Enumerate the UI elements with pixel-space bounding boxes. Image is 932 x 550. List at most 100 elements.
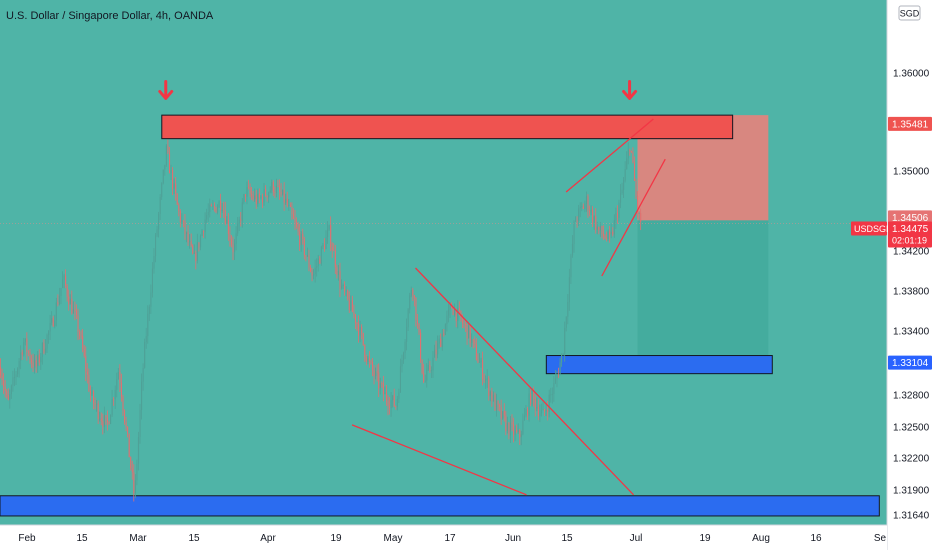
candle xyxy=(190,233,192,248)
candle-body xyxy=(257,193,259,204)
candle-body xyxy=(178,204,180,212)
candle xyxy=(399,358,401,393)
candle-body xyxy=(337,271,339,275)
candle xyxy=(607,229,609,242)
candle xyxy=(376,364,378,382)
candle-body xyxy=(396,398,398,407)
resistance-price-label-bg xyxy=(888,116,932,131)
candle-body xyxy=(91,391,93,395)
candle-body xyxy=(274,192,276,193)
candle xyxy=(632,147,634,164)
candle-body xyxy=(458,308,460,311)
candle-body xyxy=(362,332,364,345)
candle xyxy=(170,164,172,181)
candle xyxy=(615,207,617,229)
candle xyxy=(277,179,279,188)
candle-body xyxy=(162,169,164,184)
candle xyxy=(364,344,366,362)
candle xyxy=(310,264,312,273)
candle xyxy=(576,216,578,228)
y-tick-label: 1.31640 xyxy=(893,511,930,522)
candle-body xyxy=(7,394,9,400)
candle-body xyxy=(71,298,73,314)
time-axis-panel[interactable] xyxy=(0,525,887,550)
candle xyxy=(192,244,194,255)
candle xyxy=(32,353,34,372)
candle xyxy=(336,264,338,279)
candle-body xyxy=(32,362,34,368)
candle-body xyxy=(158,213,160,230)
candle xyxy=(494,392,496,411)
candle xyxy=(423,363,425,384)
candle-body xyxy=(147,313,149,337)
candle-body xyxy=(190,241,192,246)
candle xyxy=(55,297,57,327)
candle-body xyxy=(212,205,214,207)
candle-body xyxy=(412,290,414,296)
candle-body xyxy=(302,233,304,240)
candle xyxy=(314,259,316,283)
candle xyxy=(533,386,535,407)
candle xyxy=(331,242,333,258)
candle-body xyxy=(528,393,530,416)
candle-body xyxy=(378,372,380,389)
candle xyxy=(424,374,426,383)
candle xyxy=(195,250,197,270)
candle-body xyxy=(85,355,87,372)
candle xyxy=(257,188,259,207)
candle-body xyxy=(502,411,504,419)
candle-body xyxy=(516,430,518,432)
candle-body xyxy=(561,353,563,363)
candle xyxy=(508,422,510,440)
candle xyxy=(144,338,146,369)
candle xyxy=(567,293,569,325)
candle xyxy=(58,287,60,306)
candle xyxy=(97,400,99,425)
candle-body xyxy=(536,406,538,409)
candle-body xyxy=(0,367,2,376)
candle xyxy=(474,336,476,348)
candle-body xyxy=(638,213,640,214)
candle xyxy=(100,412,102,426)
candle xyxy=(601,225,603,239)
candle xyxy=(612,227,614,237)
candle-body xyxy=(102,421,104,427)
candle-body xyxy=(542,409,544,411)
candle-body xyxy=(620,192,622,203)
candle-body xyxy=(415,297,417,321)
candle-body xyxy=(241,202,243,221)
candle-body xyxy=(192,245,194,254)
currency-button[interactable]: SGD xyxy=(898,5,921,21)
candle-body xyxy=(62,279,64,288)
candle xyxy=(387,395,389,416)
candle-body xyxy=(20,352,22,361)
candle xyxy=(434,344,436,358)
price-axis-panel[interactable] xyxy=(887,0,932,550)
candle-body xyxy=(496,400,498,411)
candle xyxy=(282,189,284,196)
candle xyxy=(564,321,566,362)
candle xyxy=(52,315,54,327)
candle xyxy=(465,320,467,332)
candle xyxy=(23,337,25,357)
x-tick-label: 17 xyxy=(444,533,456,544)
candle xyxy=(83,344,85,358)
y-tick-label: 1.32500 xyxy=(893,423,930,434)
candle xyxy=(131,460,133,480)
candle xyxy=(31,354,33,369)
x-tick-label: Apr xyxy=(260,533,276,544)
candle-body xyxy=(344,285,346,292)
candle xyxy=(350,295,352,312)
x-ticks-layer: Feb 15 Mar 15 Apr 19 May 17 Jun 15 Jul 19 Aug 16 Se xyxy=(18,533,886,544)
candle xyxy=(334,245,336,275)
candle xyxy=(420,329,422,363)
candle xyxy=(258,188,260,204)
candle xyxy=(466,323,468,345)
candle xyxy=(556,370,558,388)
candle xyxy=(91,386,93,397)
candle xyxy=(173,178,175,195)
candle xyxy=(26,332,28,361)
candle xyxy=(519,428,521,445)
candle-body xyxy=(390,400,392,409)
